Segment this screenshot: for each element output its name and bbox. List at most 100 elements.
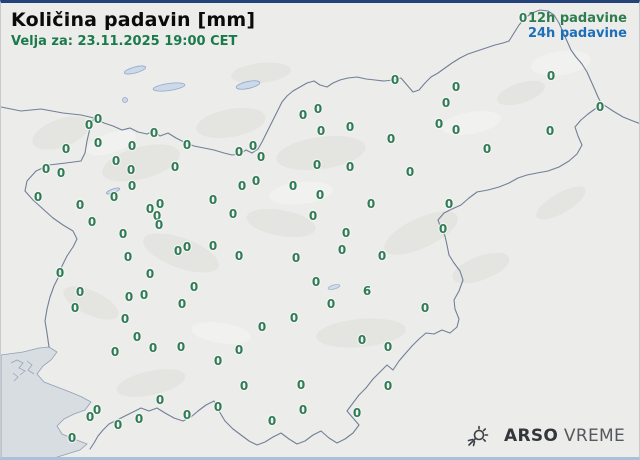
station-value: 0 [155, 197, 165, 211]
station-value: 0 [87, 215, 97, 229]
station-value: 0 [124, 290, 134, 304]
station-value: 0 [134, 412, 144, 426]
station-value: 0 [41, 162, 51, 176]
station-value: 0 [208, 193, 218, 207]
station-value: 0 [420, 301, 430, 315]
station-value: 0 [111, 154, 121, 168]
station-value: 0 [234, 343, 244, 357]
station-value: 0 [213, 400, 223, 414]
brand-arso: ARSO [504, 426, 559, 446]
station-value: 0 [298, 108, 308, 122]
station-value: 0 [518, 11, 528, 25]
station-value: 0 [405, 165, 415, 179]
country-borders [1, 9, 639, 450]
station-value: 0 [84, 118, 94, 132]
station-value: 0 [595, 100, 605, 114]
valid-time-subtitle: Velja za: 23.11.2025 19:00 CET [11, 34, 238, 49]
arso-logo: ARSO VREME [465, 423, 625, 449]
station-value: 0 [316, 124, 326, 138]
station-value: 0 [383, 340, 393, 354]
station-value: 0 [234, 145, 244, 159]
station-value: 0 [182, 138, 192, 152]
station-value: 0 [118, 227, 128, 241]
station-value: 0 [55, 266, 65, 280]
station-value: 0 [451, 123, 461, 137]
station-value: 0 [123, 250, 133, 264]
lakes [105, 65, 341, 290]
station-value: 0 [67, 431, 77, 445]
station-value: 0 [434, 117, 444, 131]
station-value: 0 [70, 301, 80, 315]
sun-icon [467, 425, 489, 447]
terrain-shading [32, 62, 586, 397]
station-value: 0 [357, 333, 367, 347]
station-value: 0 [182, 408, 192, 422]
station-value: 0 [85, 410, 95, 424]
legend: 12h padavine 24h padavine [528, 11, 627, 41]
station-value: 0 [173, 244, 183, 258]
station-value: 0 [251, 174, 261, 188]
station-value: 0 [383, 379, 393, 393]
station-value: 0 [482, 142, 492, 156]
station-value: 0 [386, 132, 396, 146]
station-value: 0 [298, 403, 308, 417]
station-value: 0 [313, 102, 323, 116]
station-value: 0 [75, 198, 85, 212]
station-value: 0 [177, 297, 187, 311]
basemap-svg [1, 9, 639, 457]
station-value: 0 [228, 207, 238, 221]
station-value: 0 [248, 139, 258, 153]
station-value: 0 [257, 320, 267, 334]
station-value: 0 [61, 142, 71, 156]
station-value: 0 [139, 288, 149, 302]
station-value: 0 [154, 218, 164, 232]
station-value: 0 [308, 209, 318, 223]
station-value: 0 [93, 136, 103, 150]
city-detail [10, 359, 35, 382]
brand-text: ARSO VREME [504, 426, 625, 446]
station-value: 0 [345, 120, 355, 134]
station-value: 0 [337, 243, 347, 257]
station-value: 0 [438, 222, 448, 236]
station-value: 0 [155, 393, 165, 407]
station-value: 0 [182, 240, 192, 254]
station-value: 0 [312, 158, 322, 172]
station-value: 0 [189, 280, 199, 294]
station-value: 0 [176, 340, 186, 354]
station-value: 0 [132, 330, 142, 344]
legend-item-12h[interactable]: 12h padavine [527, 11, 627, 26]
station-value: 0 [33, 190, 43, 204]
station-value: 0 [145, 267, 155, 281]
station-value: 0 [341, 226, 351, 240]
station-value: 0 [127, 179, 137, 193]
station-value: 0 [120, 312, 130, 326]
station-value: 0 [56, 166, 66, 180]
station-value: 0 [352, 406, 362, 420]
legend-item-24h[interactable]: 24h padavine [527, 26, 627, 41]
station-value: 0 [213, 354, 223, 368]
station-value: 0 [92, 403, 102, 417]
station-value: 0 [237, 179, 247, 193]
station-value: 0 [377, 249, 387, 263]
station-value: 0 [148, 341, 158, 355]
station-value: 0 [126, 163, 136, 177]
station-value: 0 [109, 190, 119, 204]
station-value: 0 [152, 209, 162, 223]
station-value: 0 [451, 80, 461, 94]
page-title: Količina padavin [mm] [11, 9, 256, 31]
station-value: 0 [296, 378, 306, 392]
station-value: 0 [315, 188, 325, 202]
station-value: 0 [289, 311, 299, 325]
station-value: 0 [149, 126, 159, 140]
station-value: 0 [366, 197, 376, 211]
station-value: 0 [234, 249, 244, 263]
station-value: 0 [288, 179, 298, 193]
station-value: 0 [75, 285, 85, 299]
station-value: 0 [441, 96, 451, 110]
brand-vreme: VREME [563, 426, 625, 446]
station-value: 0 [93, 112, 103, 126]
sea-polygon [1, 346, 92, 457]
station-value: 0 [127, 139, 137, 153]
station-value: 0 [239, 379, 249, 393]
